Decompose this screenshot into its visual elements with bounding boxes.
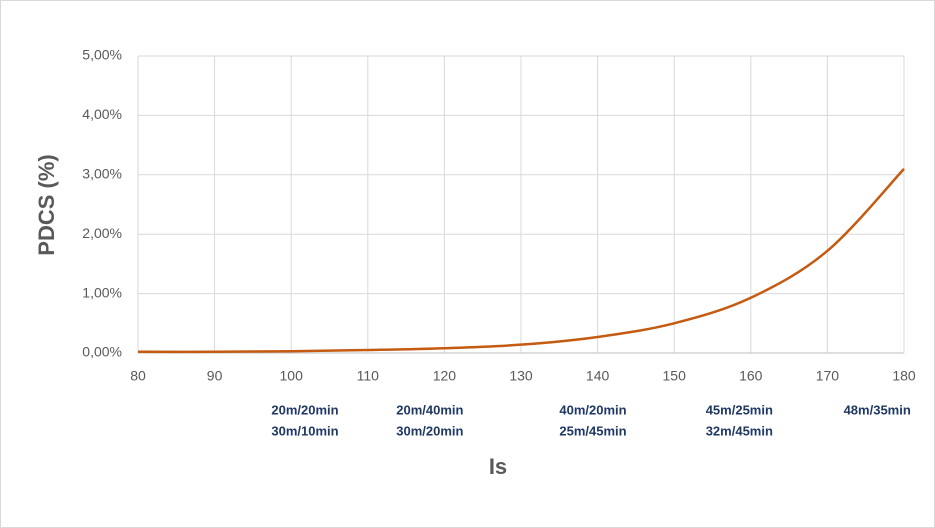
annotation: 32m/45min bbox=[706, 423, 773, 438]
x-tick-label: 150 bbox=[663, 368, 687, 384]
x-tick-label: 100 bbox=[280, 368, 304, 384]
annotation: 40m/20min bbox=[559, 402, 626, 417]
x-tick-label: 170 bbox=[816, 368, 840, 384]
x-tick-label: 110 bbox=[357, 368, 380, 384]
y-tick-label: 0,00% bbox=[82, 344, 122, 360]
annotation: 30m/10min bbox=[271, 423, 338, 438]
y-tick-label: 2,00% bbox=[82, 225, 122, 241]
y-tick-label: 4,00% bbox=[82, 106, 122, 122]
y-axis-title: PDCS (%) bbox=[34, 154, 59, 255]
x-tick-label: 90 bbox=[207, 368, 223, 384]
annotation: 30m/20min bbox=[396, 423, 463, 438]
x-tick-label: 140 bbox=[586, 368, 610, 384]
annotation: 48m/35min bbox=[844, 402, 911, 417]
y-tick-label: 1,00% bbox=[82, 284, 122, 300]
annotation: 25m/45min bbox=[559, 423, 626, 438]
annotation: 20m/20min bbox=[271, 402, 338, 417]
x-tick-label: 160 bbox=[739, 368, 763, 384]
annotation: 45m/25min bbox=[706, 402, 773, 417]
data-line bbox=[137, 168, 905, 354]
x-axis-title: Is bbox=[489, 454, 507, 479]
annotation: 20m/40min bbox=[396, 402, 463, 417]
x-tick-label: 180 bbox=[892, 368, 916, 384]
y-tick-label: 5,00% bbox=[82, 47, 122, 63]
y-tick-label: 3,00% bbox=[82, 166, 122, 182]
x-tick-label: 130 bbox=[509, 368, 533, 384]
x-tick-label: 80 bbox=[130, 368, 146, 384]
x-tick-label: 120 bbox=[433, 368, 457, 384]
